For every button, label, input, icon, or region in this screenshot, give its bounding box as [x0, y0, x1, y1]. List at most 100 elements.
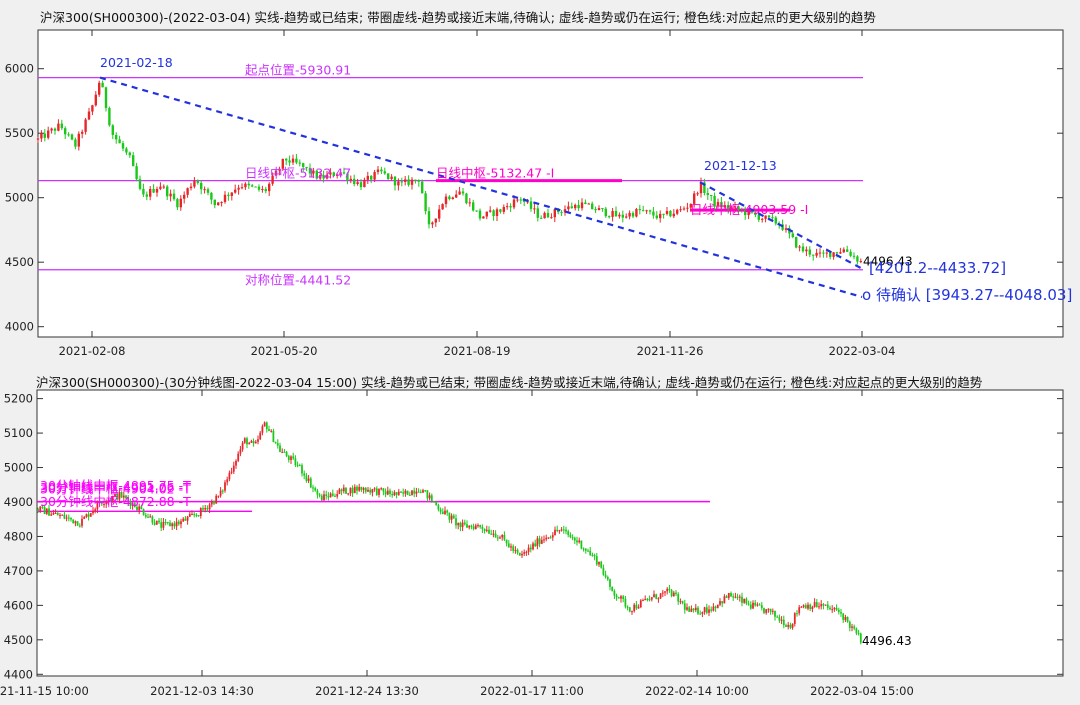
candle-body: [457, 522, 460, 526]
candle-body: [345, 487, 347, 494]
candle-body: [483, 528, 486, 531]
candle-body: [400, 491, 402, 493]
candle-body: [525, 551, 528, 553]
candle-body: [417, 491, 420, 493]
candle-body: [573, 537, 576, 541]
candle-body: [414, 179, 417, 181]
candle-body: [666, 588, 669, 592]
candle-body: [270, 430, 273, 432]
candle-body: [351, 487, 354, 494]
level-label: 对称位置-4441.52: [245, 273, 351, 288]
x-tick-label: 2022-02-14 10:00: [645, 684, 749, 698]
candle-body: [386, 490, 389, 495]
candle-body: [488, 529, 490, 534]
candle-body: [105, 501, 108, 505]
candle-body: [431, 222, 434, 225]
candle-body: [723, 596, 726, 604]
candle-body: [89, 513, 92, 517]
candle-body: [470, 525, 473, 527]
candle-body: [441, 204, 444, 210]
candle-body: [94, 94, 97, 106]
y-tick-label: 4900: [4, 495, 33, 509]
candle-body: [444, 510, 446, 515]
candle-body: [589, 550, 592, 555]
candle-body: [859, 261, 862, 263]
candle-body: [657, 598, 660, 600]
candle-body: [734, 596, 737, 598]
candle-body: [427, 211, 431, 225]
candle-body: [474, 525, 477, 530]
candle-body: [347, 493, 350, 495]
candle-body: [327, 495, 330, 498]
candle-body: [340, 489, 343, 492]
candle-body: [798, 607, 801, 614]
candle-body: [609, 579, 611, 587]
candle-body: [180, 521, 182, 525]
candle-body: [584, 548, 587, 551]
candle-body: [308, 167, 312, 174]
candle-body: [301, 465, 303, 474]
candle-body: [439, 509, 442, 512]
candle-body: [193, 514, 196, 516]
candle-body: [287, 456, 290, 460]
candle-body: [239, 449, 242, 454]
candle-body: [594, 209, 597, 211]
candle-body: [373, 172, 376, 180]
candle-body: [159, 186, 162, 189]
zhongshu-label: 30分钟线中枢-4872.88 -T: [40, 494, 191, 509]
candle-body: [248, 442, 251, 445]
candle-body: [87, 111, 91, 120]
candle-body: [778, 617, 781, 621]
candle-body: [510, 546, 512, 548]
x-tick-label: 2022-03-04: [829, 344, 896, 358]
candle-body: [565, 529, 567, 532]
candle-body: [600, 561, 603, 568]
candle-body: [259, 432, 262, 440]
candle-body: [818, 252, 822, 254]
candle-body: [690, 608, 693, 612]
candle-body: [213, 199, 216, 206]
candle-body: [829, 252, 832, 257]
candle-body: [283, 451, 286, 453]
candle-body: [563, 209, 567, 213]
candle-body: [621, 214, 624, 218]
zhongshu-label: 30分钟线中枢-4895.75 -T: [40, 478, 191, 493]
candle-body: [237, 187, 240, 190]
candle-body: [461, 191, 465, 194]
candle-body: [809, 604, 812, 610]
candle-body: [322, 175, 325, 179]
candle-body: [730, 593, 732, 597]
candle-body: [713, 195, 716, 207]
candle-body: [840, 612, 842, 614]
candle-body: [659, 213, 662, 219]
candle-body: [587, 203, 590, 205]
candle-body: [468, 525, 471, 528]
zhongshu-label: 30分钟线中枢-4904.02 -T: [40, 481, 191, 496]
y-tick-label: 4800: [4, 529, 33, 543]
candle-body: [162, 521, 165, 528]
candle-body: [622, 596, 625, 599]
candle-body: [776, 616, 779, 618]
candle-body: [118, 492, 121, 500]
candle-body: [682, 208, 686, 210]
candle-body: [101, 82, 104, 88]
candle-body: [608, 216, 611, 218]
candle-body: [316, 490, 319, 495]
candle-body: [747, 210, 750, 216]
x-tick-label: 2021-12-24 13:30: [315, 684, 419, 698]
candle-body: [296, 465, 299, 467]
zhongshu-label: 日线中枢-5132.47: [245, 166, 351, 181]
candle-body: [683, 603, 686, 610]
candle-body: [378, 488, 380, 495]
candle-body: [325, 174, 329, 179]
candle-body: [808, 249, 811, 255]
candle-body: [606, 577, 609, 580]
candle-body: [221, 490, 224, 492]
candle-body: [64, 128, 67, 135]
candle-body: [390, 176, 393, 180]
candle-body: [466, 524, 468, 528]
candle-body: [833, 607, 836, 610]
candle-body: [406, 490, 409, 495]
candle-body: [261, 426, 264, 433]
candle-body: [648, 210, 652, 212]
